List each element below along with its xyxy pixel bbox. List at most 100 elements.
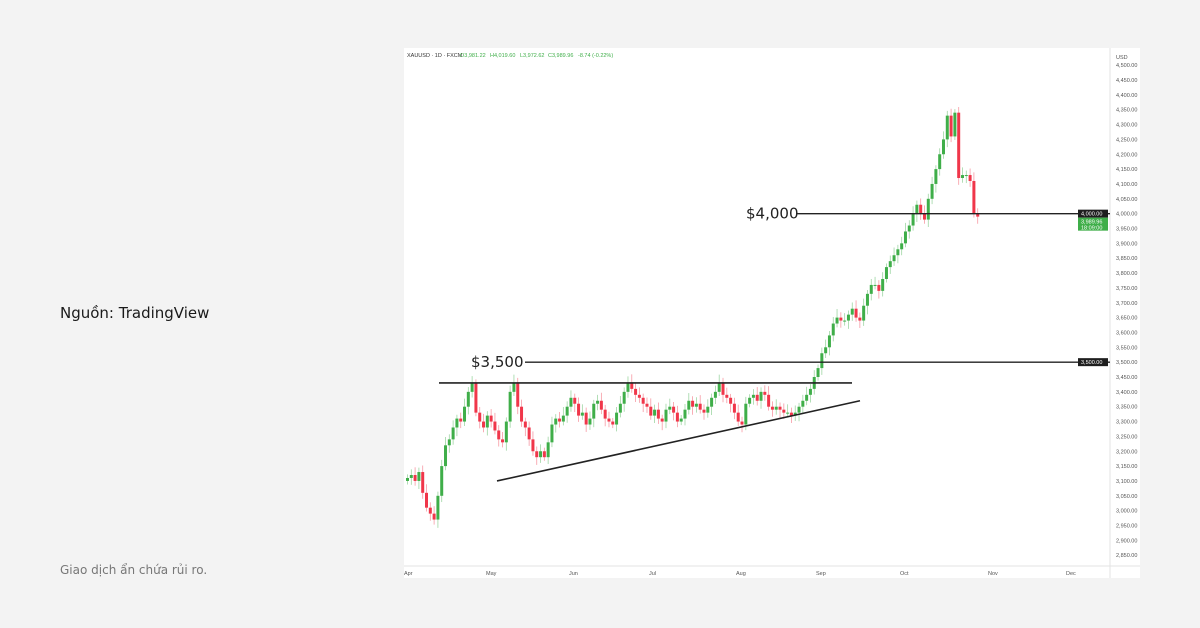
- candle-body: [945, 115, 949, 140]
- candle-body: [964, 175, 968, 177]
- candle-body: [717, 382, 721, 392]
- candle-body: [489, 415, 493, 422]
- candle-body: [527, 427, 531, 440]
- candle-body: [827, 335, 831, 348]
- candle-body: [846, 314, 850, 321]
- y-tick-label: 3,050.00: [1116, 494, 1137, 500]
- y-tick-label: 4,350.00: [1116, 108, 1137, 114]
- candle-body: [938, 154, 942, 170]
- candle-body: [466, 391, 470, 407]
- candle-body: [854, 308, 858, 318]
- candle-body: [577, 403, 581, 416]
- candle-body: [884, 267, 888, 279]
- candle-body: [721, 382, 725, 395]
- header-open: O3,981.22: [460, 53, 486, 59]
- y-tick-label: 3,100.00: [1116, 479, 1137, 485]
- candle-body: [634, 388, 638, 395]
- candle-body: [569, 397, 573, 407]
- candle-body: [770, 406, 774, 410]
- support-trendline: [496, 399, 861, 482]
- candle-body: [413, 475, 417, 481]
- y-tick-label: 3,000.00: [1116, 509, 1137, 515]
- y-tick-label: 2,850.00: [1116, 553, 1137, 559]
- candle-body: [763, 391, 767, 395]
- candle-body: [504, 421, 508, 443]
- candle-body: [497, 430, 501, 440]
- header-symbol: XAUUSD · 1D · FXCM: [407, 53, 463, 59]
- x-tick-label: Jul: [649, 571, 656, 577]
- candle-body: [869, 284, 873, 294]
- candle-body: [698, 403, 702, 410]
- candle-body: [645, 403, 649, 407]
- source-label: Nguồn: TradingView: [60, 304, 210, 322]
- candle-body: [607, 418, 611, 422]
- candle-body: [968, 175, 972, 181]
- candle-body: [862, 305, 866, 321]
- x-tick-label: Aug: [736, 571, 746, 577]
- candle-body: [672, 406, 676, 413]
- candle-body: [782, 409, 786, 413]
- candle-body: [546, 442, 550, 458]
- candle-body: [903, 231, 907, 244]
- candle-body: [618, 403, 622, 413]
- candle-body: [447, 439, 451, 446]
- candle-body: [687, 400, 691, 410]
- y-tick-label: 4,250.00: [1116, 137, 1137, 143]
- candle-body: [839, 317, 843, 321]
- candle-body: [972, 180, 976, 214]
- y-tick-label: 4,450.00: [1116, 78, 1137, 84]
- y-tick-label: 3,900.00: [1116, 241, 1137, 247]
- candle-body: [774, 406, 778, 410]
- candle-body: [786, 412, 790, 414]
- header-change: -8.74 (-0.22%): [578, 53, 613, 59]
- candle-body: [478, 412, 482, 422]
- candle-body: [801, 400, 805, 407]
- candle-body: [599, 400, 603, 410]
- candle-body: [926, 198, 930, 220]
- candle-body: [881, 278, 885, 291]
- y-tick-label: 4,200.00: [1116, 152, 1137, 158]
- candle-body: [531, 439, 535, 452]
- candle-body: [440, 466, 444, 496]
- candle-body: [744, 403, 748, 425]
- candle-body: [915, 204, 919, 214]
- candle-body: [941, 139, 945, 155]
- y-tick-label: 3,800.00: [1116, 271, 1137, 277]
- y-tick-label: 4,000.00: [1116, 212, 1137, 218]
- candle-body: [679, 418, 683, 422]
- candle-body: [542, 451, 546, 458]
- candle-body: [588, 418, 592, 425]
- header-low: L3,972.62: [520, 53, 544, 59]
- candle-body: [459, 418, 463, 422]
- candle-body: [808, 388, 812, 395]
- candle-body: [622, 391, 626, 404]
- y-tick-label: 3,350.00: [1116, 405, 1137, 411]
- y-tick-label: 3,850.00: [1116, 256, 1137, 262]
- candle-body: [934, 169, 938, 184]
- x-tick-label: Jun: [569, 571, 578, 577]
- candle-body: [516, 382, 520, 407]
- candle-body: [843, 320, 847, 322]
- candle-body: [748, 397, 752, 404]
- candle-body: [573, 397, 577, 404]
- y-tick-label: 4,300.00: [1116, 123, 1137, 129]
- y-tick-label: 3,700.00: [1116, 301, 1137, 307]
- last-price-text: 3,989.96: [1081, 220, 1102, 226]
- candle-body: [713, 391, 717, 398]
- candle-body: [694, 403, 698, 407]
- price-chart: XAUUSD · 1D · FXCM O3,981.22 H4,019.60 L…: [404, 48, 1140, 578]
- candle-body: [580, 412, 584, 416]
- candle-body: [976, 213, 980, 217]
- candle-body: [596, 400, 600, 404]
- y-tick-label: 3,650.00: [1116, 316, 1137, 322]
- x-tick-label: Dec: [1066, 571, 1076, 577]
- candle-body: [451, 427, 455, 440]
- candle-body: [767, 394, 771, 407]
- y-tick-label: 3,500.00: [1116, 360, 1137, 366]
- candle-body: [428, 507, 432, 514]
- candle-body: [683, 409, 687, 419]
- y-tick-label: 4,150.00: [1116, 167, 1137, 173]
- y-tick-label: 3,750.00: [1116, 286, 1137, 292]
- candle-body: [831, 323, 835, 336]
- candle-body: [835, 317, 839, 324]
